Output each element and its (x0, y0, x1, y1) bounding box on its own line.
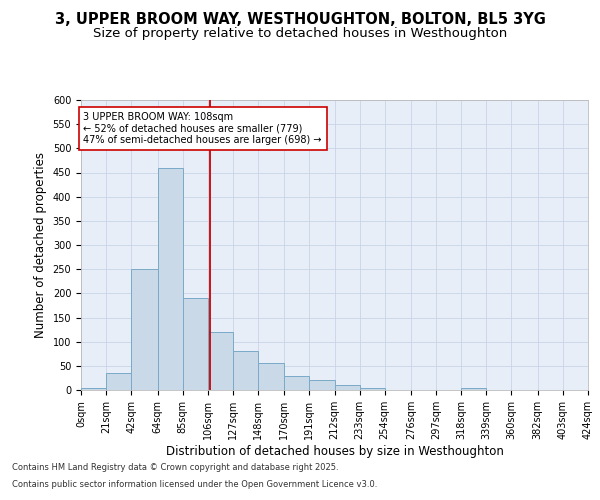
Text: Contains public sector information licensed under the Open Government Licence v3: Contains public sector information licen… (12, 480, 377, 489)
Text: Contains HM Land Registry data © Crown copyright and database right 2025.: Contains HM Land Registry data © Crown c… (12, 462, 338, 471)
Bar (106, 373, 131, 390)
Bar (233, 352, 258, 390)
Text: 3, UPPER BROOM WAY, WESTHOUGHTON, BOLTON, BL5 3YG: 3, UPPER BROOM WAY, WESTHOUGHTON, BOLTON… (55, 12, 545, 28)
Y-axis label: Number of detached properties: Number of detached properties (34, 152, 47, 338)
Bar (81, 388, 106, 390)
Bar (359, 388, 385, 390)
Bar (335, 385, 359, 390)
Bar (131, 269, 158, 390)
Text: 3 UPPER BROOM WAY: 108sqm
← 52% of detached houses are smaller (779)
47% of semi: 3 UPPER BROOM WAY: 108sqm ← 52% of detac… (83, 112, 322, 146)
Bar (461, 388, 487, 390)
Bar (182, 298, 208, 390)
Bar (258, 364, 284, 390)
Bar (310, 380, 335, 390)
Text: Size of property relative to detached houses in Westhoughton: Size of property relative to detached ho… (93, 28, 507, 40)
Bar (284, 376, 310, 390)
X-axis label: Distribution of detached houses by size in Westhoughton: Distribution of detached houses by size … (166, 444, 503, 458)
Bar (158, 168, 182, 390)
Bar (208, 332, 233, 390)
